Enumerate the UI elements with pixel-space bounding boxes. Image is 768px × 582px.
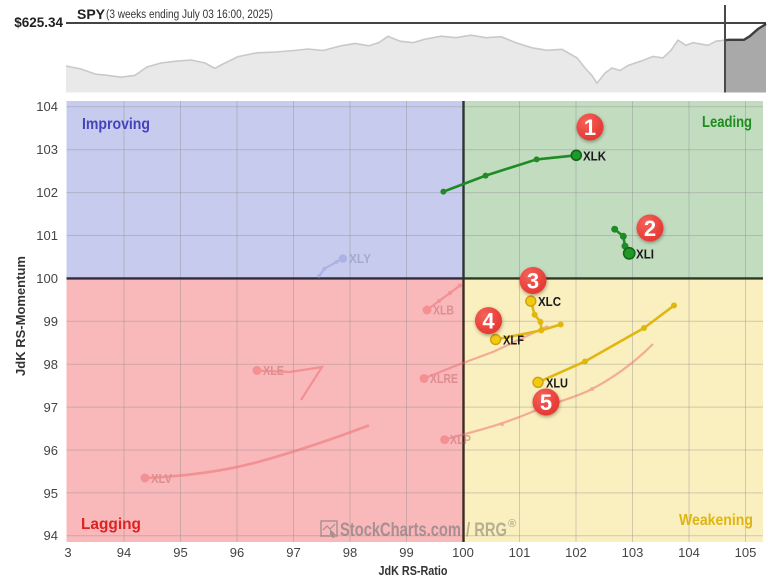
svg-text:$625.34: $625.34 bbox=[14, 15, 63, 30]
svg-text:3: 3 bbox=[64, 545, 71, 560]
svg-text:1: 1 bbox=[584, 115, 596, 140]
svg-text:XLY: XLY bbox=[349, 252, 372, 266]
svg-text:XLF: XLF bbox=[503, 333, 524, 348]
svg-text:(3 weeks ending July 03 16:00,: (3 weeks ending July 03 16:00, 2025) bbox=[106, 9, 273, 21]
svg-text:96: 96 bbox=[230, 545, 244, 560]
svg-text:104: 104 bbox=[36, 99, 58, 114]
svg-text:4: 4 bbox=[482, 308, 495, 333]
svg-text:103: 103 bbox=[36, 142, 58, 157]
svg-text:XLU: XLU bbox=[546, 376, 568, 391]
svg-text:XLK: XLK bbox=[583, 149, 607, 164]
svg-text:97: 97 bbox=[44, 400, 58, 415]
svg-text:XLB: XLB bbox=[433, 304, 454, 318]
svg-text:95: 95 bbox=[44, 486, 58, 501]
svg-text:XLE: XLE bbox=[263, 364, 284, 378]
svg-text:103: 103 bbox=[622, 545, 644, 560]
svg-text:XLC: XLC bbox=[538, 294, 562, 309]
svg-text:XLRE: XLRE bbox=[430, 372, 458, 386]
svg-text:Lagging: Lagging bbox=[81, 516, 141, 533]
svg-text:3: 3 bbox=[527, 268, 539, 293]
svg-text:JdK RS-Momentum: JdK RS-Momentum bbox=[13, 256, 28, 376]
svg-text:96: 96 bbox=[44, 443, 58, 458]
svg-text:JdK RS-Ratio: JdK RS-Ratio bbox=[379, 563, 448, 578]
svg-text:94: 94 bbox=[44, 528, 58, 543]
svg-text:2: 2 bbox=[644, 216, 656, 241]
svg-text:98: 98 bbox=[44, 357, 58, 372]
svg-text:/ RRG: / RRG bbox=[466, 520, 507, 541]
svg-text:95: 95 bbox=[173, 545, 187, 560]
svg-text:105: 105 bbox=[735, 545, 757, 560]
svg-text:102: 102 bbox=[36, 185, 58, 200]
svg-text:94: 94 bbox=[117, 545, 131, 560]
svg-text:StockCharts.com: StockCharts.com bbox=[340, 520, 461, 541]
svg-text:XLP: XLP bbox=[450, 433, 471, 447]
svg-text:Leading: Leading bbox=[702, 114, 752, 131]
svg-text:98: 98 bbox=[343, 545, 357, 560]
svg-text:Weakening: Weakening bbox=[679, 512, 753, 529]
svg-text:102: 102 bbox=[565, 545, 587, 560]
svg-text:101: 101 bbox=[509, 545, 531, 560]
svg-text:®: ® bbox=[508, 518, 516, 530]
svg-text:104: 104 bbox=[678, 545, 700, 560]
svg-text:100: 100 bbox=[452, 545, 474, 560]
svg-text:XLV: XLV bbox=[151, 472, 173, 486]
svg-text:5: 5 bbox=[540, 390, 552, 415]
svg-text:Improving: Improving bbox=[82, 116, 150, 133]
svg-text:99: 99 bbox=[399, 545, 413, 560]
svg-text:SPY: SPY bbox=[77, 6, 106, 22]
svg-text:XLI: XLI bbox=[636, 247, 654, 262]
svg-text:101: 101 bbox=[36, 228, 58, 243]
svg-text:99: 99 bbox=[44, 314, 58, 329]
svg-text:100: 100 bbox=[36, 271, 58, 286]
svg-text:97: 97 bbox=[286, 545, 300, 560]
